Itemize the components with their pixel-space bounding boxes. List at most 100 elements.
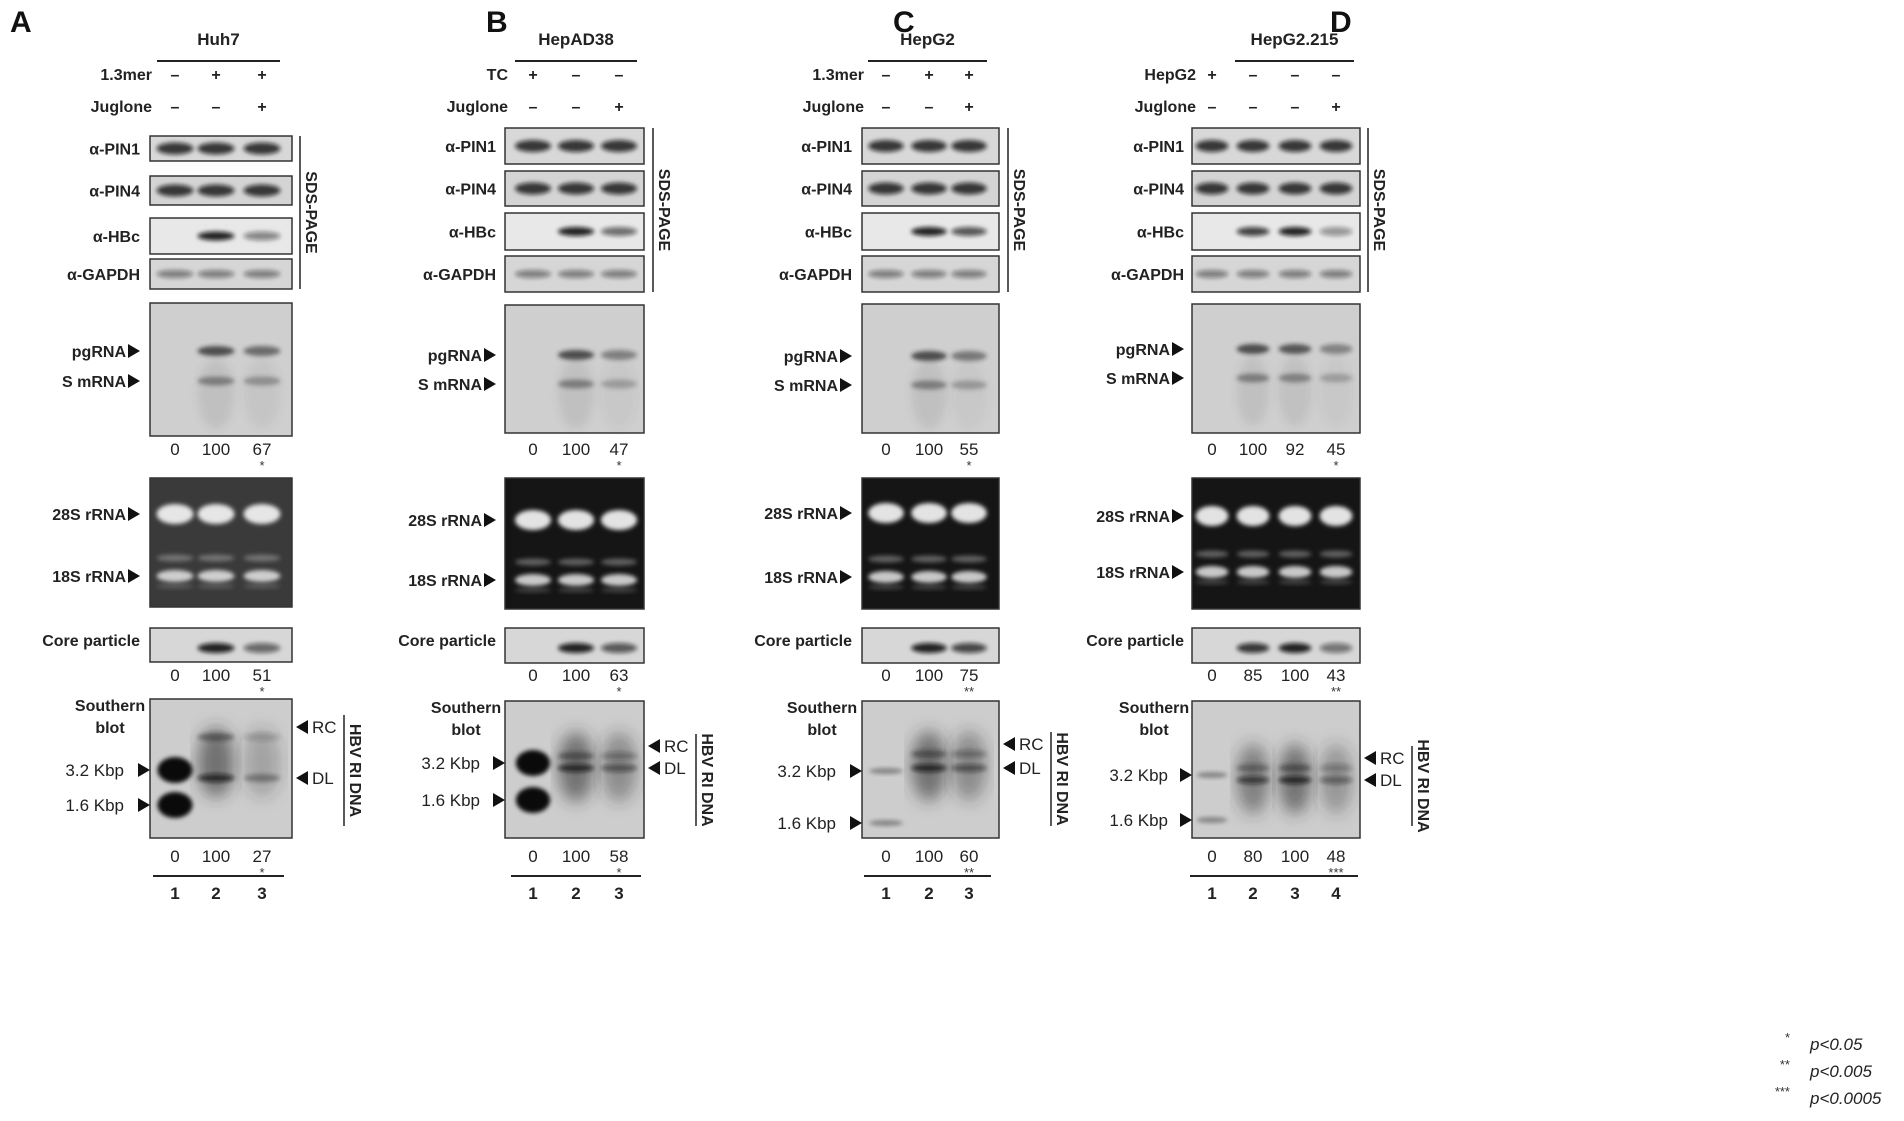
northern-quant-value: 100 (915, 440, 943, 459)
rc-arrow (296, 720, 308, 734)
rrna-28s-label: 28S rRNA (408, 513, 482, 530)
panel-b: B HepAD38 TC + – – Juglone – – + α-PIN1 α-PIN4 α-HBc… (398, 6, 715, 903)
rrna-18s-band (514, 574, 552, 586)
rrna-minor-band (156, 554, 194, 562)
pgrna-arrow (484, 348, 496, 362)
antibody-label: α-HBc (449, 225, 496, 242)
protein-band (1236, 227, 1270, 236)
panel-letter: D (1330, 6, 1352, 39)
protein-band (911, 140, 947, 152)
rna-smear (197, 358, 235, 429)
pgrna-band (600, 350, 638, 360)
condition-value: – (529, 99, 538, 116)
northern-quant-value: 0 (528, 440, 537, 459)
rrna-28s-band (1278, 506, 1312, 526)
significance-mark: * (259, 684, 264, 699)
condition-value: + (1207, 67, 1216, 84)
protein-band (1278, 270, 1312, 278)
hbv-rc-band (600, 752, 638, 760)
antibody-label: α-GAPDH (779, 267, 852, 284)
significance-mark: *** (1328, 865, 1343, 880)
marker-3-2kbp-arrow (493, 756, 505, 770)
rrna-minor-band (557, 558, 595, 566)
protein-band (1319, 140, 1353, 152)
core-particle-band (1278, 643, 1312, 653)
southern-label: blot (807, 722, 837, 739)
pgrna-arrow (840, 349, 852, 363)
marker-1-6kbp-arrow (138, 798, 150, 812)
protein-band (1236, 140, 1270, 152)
core-particle-band (243, 643, 281, 653)
s-mrna-label: S mRNA (774, 378, 838, 395)
southern-quant-value: 100 (202, 847, 230, 866)
significance-mark: * (616, 458, 621, 473)
dl-arrow (296, 771, 308, 785)
rrna-28s-arrow (484, 513, 496, 527)
marker-3-2kbp-arrow (1180, 768, 1192, 782)
marker-band-3-2kbp (157, 757, 193, 783)
condition-label: Juglone (803, 99, 864, 116)
lane-number: 2 (211, 884, 220, 903)
rna-smear (1319, 356, 1353, 426)
protein-band (1236, 182, 1270, 195)
condition-value: – (1291, 67, 1300, 84)
core-quant-value: 0 (528, 666, 537, 685)
southern-quant-value: 0 (1207, 847, 1216, 866)
antibody-label: α-PIN4 (89, 184, 140, 201)
pgrna-label: pgRNA (428, 348, 483, 365)
protein-band (243, 270, 281, 278)
rrna-gel (1191, 477, 1361, 610)
rrna-minor-band (1195, 550, 1229, 558)
lane-number: 4 (1331, 884, 1341, 903)
significance-key: * p<0.05 ** p<0.005 *** p<0.0005 (1775, 1030, 1882, 1108)
protein-band (557, 140, 595, 152)
s-mrna-arrow (484, 377, 496, 391)
condition-value: – (882, 99, 891, 116)
protein-band (1195, 182, 1229, 195)
marker-band-3-2kbp (1196, 772, 1228, 778)
protein-band (156, 270, 194, 278)
condition-label: 1.3mer (812, 67, 864, 84)
rrna-minor-band (514, 558, 552, 566)
panel-letter: B (486, 6, 508, 39)
northern-quant-value: 47 (610, 440, 629, 459)
rrna-minor-band (868, 555, 904, 563)
antibody-label: α-HBc (93, 229, 140, 246)
protein-band (951, 140, 987, 152)
rna-smear (557, 359, 595, 429)
protein-band (243, 231, 281, 241)
core-particle-band (600, 643, 638, 653)
pgrna-arrow (128, 344, 140, 358)
rna-smear (600, 359, 638, 429)
rrna-minor-band (156, 583, 194, 589)
condition-value: + (257, 99, 266, 116)
panel-letter: A (10, 6, 32, 39)
rrna-28s-band (868, 503, 904, 523)
protein-band (557, 270, 595, 278)
condition-value: – (171, 67, 180, 84)
s-mrna-label: S mRNA (1106, 371, 1170, 388)
hbv-dl-band (243, 774, 281, 782)
rc-arrow (1003, 737, 1015, 751)
core-particle-label: Core particle (42, 633, 140, 650)
rc-label: RC (1380, 749, 1405, 768)
protein-band (951, 270, 987, 278)
lane-number: 2 (1248, 884, 1257, 903)
rc-label: RC (664, 737, 689, 756)
southern-label: blot (1139, 722, 1169, 739)
lane-number: 1 (528, 884, 537, 903)
protein-band (911, 227, 947, 236)
protein-band (514, 270, 552, 278)
core-quant-value: 0 (881, 666, 890, 685)
protein-band (514, 140, 552, 152)
rrna-28s-arrow (128, 507, 140, 521)
significance-key-text: p<0.05 (1809, 1035, 1863, 1054)
rrna-minor-band (951, 555, 987, 563)
marker-1-6kbp-arrow (1180, 813, 1192, 827)
rrna-minor-band (1319, 550, 1353, 558)
southern-quant-value: 80 (1244, 847, 1263, 866)
northern-quant-value: 100 (1239, 440, 1267, 459)
rc-arrow (648, 739, 660, 753)
rrna-18s-band (951, 571, 987, 583)
core-particle-band (197, 643, 235, 653)
